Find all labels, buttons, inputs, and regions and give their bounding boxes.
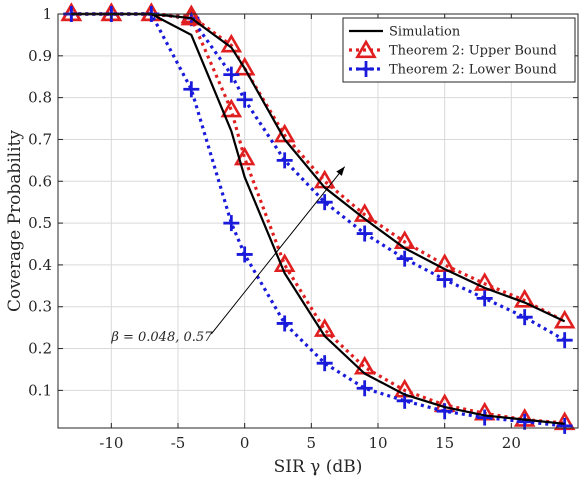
data-point xyxy=(356,380,373,397)
plot-frame xyxy=(57,13,579,429)
plot-area xyxy=(58,14,578,428)
annotation-label: β = 0.048, 0.57 xyxy=(110,330,213,345)
y-tick-label: 0.9 xyxy=(28,47,52,65)
legend-label: Theorem 2: Upper Bound xyxy=(389,44,557,59)
axis-ticks: -10 -5 0 5 10 15 20 0.1 0.2 0.3 0.4 0.5 0.6 0.7 0.8 0.9… xyxy=(28,5,578,452)
legend-marker xyxy=(358,61,374,77)
data-point xyxy=(556,417,573,434)
series-line xyxy=(71,12,565,425)
x-tick-label: 5 xyxy=(307,434,317,452)
x-tick-label: -10 xyxy=(99,434,123,452)
legend-marker xyxy=(355,39,377,59)
annotation-arrow-shaft xyxy=(210,166,346,335)
data-point xyxy=(516,413,533,430)
legend-label: Simulation xyxy=(389,25,461,40)
legend: Simulation Theorem 2: Upper Bound Theorem … xyxy=(342,17,576,83)
data-point xyxy=(476,290,493,307)
data-point xyxy=(236,91,253,108)
legend-entry: Theorem 2: Lower Bound xyxy=(349,61,557,78)
y-tick-label: 0.2 xyxy=(28,340,52,358)
series-beta-0.048-simulation xyxy=(71,12,566,323)
data-point xyxy=(556,332,573,349)
data-point xyxy=(236,246,253,263)
data-point xyxy=(276,152,293,169)
data-point xyxy=(513,288,536,308)
data-point xyxy=(353,203,376,222)
data-point xyxy=(396,250,413,267)
x-tick-label: 10 xyxy=(368,434,387,452)
y-tick-label: 0.6 xyxy=(28,172,52,190)
data-point xyxy=(473,272,496,291)
annotation-arrow-head xyxy=(336,166,345,176)
data-point xyxy=(223,215,240,232)
data-point xyxy=(180,6,203,26)
data-point xyxy=(316,194,333,211)
data-point xyxy=(223,66,240,83)
legend-label: Theorem 2: Lower Bound xyxy=(389,63,557,78)
data-point xyxy=(476,409,493,426)
y-axis-title: Coverage Probability xyxy=(5,130,25,312)
y-tick-label: 0.4 xyxy=(28,256,52,274)
data-point xyxy=(276,315,293,332)
y-tick-label: 1 xyxy=(42,5,52,23)
data-point xyxy=(220,98,243,118)
data-point xyxy=(233,146,256,166)
data-point xyxy=(233,56,256,76)
data-point xyxy=(433,253,456,273)
data-point xyxy=(316,355,333,372)
series-line xyxy=(71,12,566,323)
x-tick-label: 15 xyxy=(435,434,454,452)
data-point xyxy=(516,309,533,326)
y-tick-label: 0.3 xyxy=(28,298,52,316)
legend-entry: Theorem 2: Upper Bound xyxy=(349,39,557,59)
annotation: β = 0.048, 0.57 xyxy=(110,166,346,345)
data-point xyxy=(436,271,453,288)
x-tick-label: 20 xyxy=(502,434,521,452)
x-tick-label: 0 xyxy=(240,434,250,452)
data-point xyxy=(356,225,373,242)
y-tick-label: 0.8 xyxy=(28,89,52,107)
x-axis-title: SIR γ (dB) xyxy=(274,457,363,477)
legend-box xyxy=(342,17,576,83)
x-tick-label: -5 xyxy=(171,434,186,452)
series-beta-0.57-simulation xyxy=(71,12,565,425)
legend-entry: Simulation xyxy=(349,25,461,40)
y-tick-label: 0.7 xyxy=(28,130,52,148)
y-tick-label: 0.1 xyxy=(28,381,52,399)
y-tick-label: 0.5 xyxy=(28,214,52,232)
data-point xyxy=(183,81,200,98)
